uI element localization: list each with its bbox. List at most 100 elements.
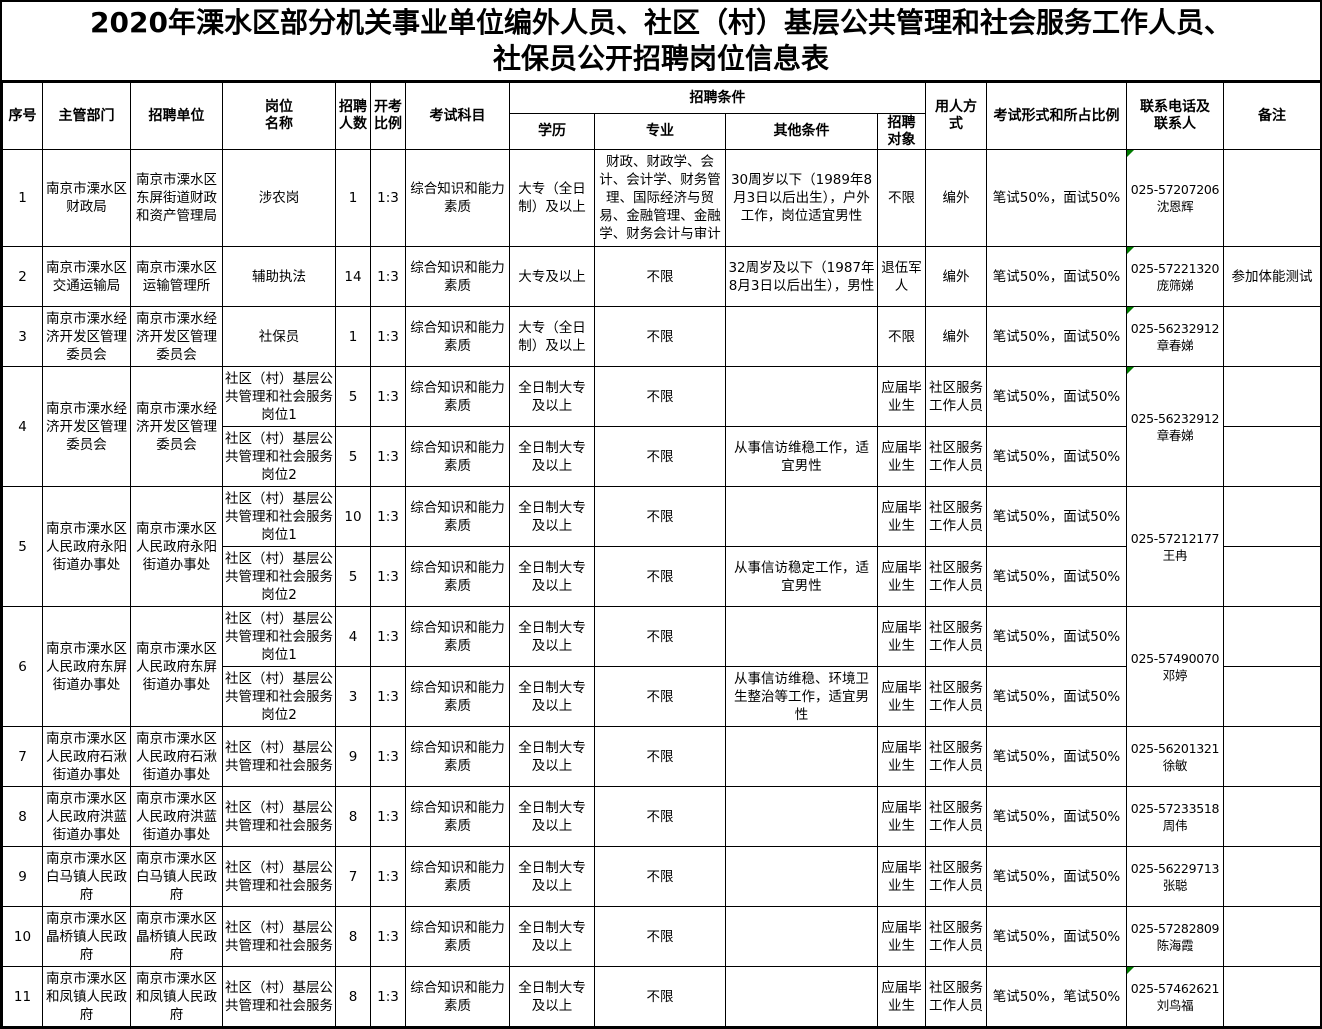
cell-other: 从事信访稳定工作，适宜男性 — [725, 546, 878, 607]
cell-target: 退伍军人 — [877, 246, 926, 307]
cell-seq: 10 — [2, 906, 43, 967]
cell-mode: 社区服务工作人员 — [925, 786, 987, 847]
cell-pos: 社区（村）基层公共管理和社会服务岗位1 — [222, 606, 336, 667]
cell-target: 应届毕业生 — [877, 846, 926, 907]
cell-mode: 社区服务工作人员 — [925, 546, 987, 607]
page-title-line2: 社保员公开招聘岗位信息表 — [492, 42, 829, 75]
cell-mode: 编外 — [925, 306, 987, 367]
cell-subject: 综合知识和能力素质 — [405, 306, 510, 367]
cell-seq: 4 — [2, 366, 43, 487]
table-body: 1 南京市溧水区财政局 南京市溧水区东屏街道财政和资产管理局 涉农岗 1 1:3 综合知识和… — [2, 149, 1320, 1027]
table-row: 2 南京市溧水区交通运输局 南京市溧水区运输管理所 辅助执法 14 1:3 综合知识和能力素… — [2, 246, 1320, 307]
cell-mode: 社区服务工作人员 — [925, 906, 987, 967]
cell-other — [725, 906, 878, 967]
table-row: 3 南京市溧水经济开发区管理委员会 南京市溧水经济开发区管理委员会 社保员 1 1:3 综合… — [2, 306, 1320, 367]
cell-pos: 社区（村）基层公共管理和社会服务 — [222, 786, 336, 847]
cell-contact: 025-57490070 邓婷 — [1126, 606, 1224, 727]
cell-seq: 7 — [2, 726, 43, 787]
col-header-subject: 考试科目 — [405, 82, 510, 150]
table-row: 社区（村）基层公共管理和社会服务岗位2 5 1:3 综合知识和能力素质 全日制大专及以上… — [3, 426, 1320, 487]
cell-ratio: 1:3 — [370, 546, 406, 607]
cell-exam: 笔试50%，面试50% — [986, 726, 1127, 787]
cell-edu: 全日制大专及以上 — [509, 366, 595, 427]
cell-edu: 全日制大专及以上 — [509, 606, 595, 667]
cell-dept: 南京市溧水经济开发区管理委员会 — [42, 366, 131, 487]
table-row: 5 南京市溧水区人民政府永阳街道办事处 南京市溧水区人民政府永阳街道办事处 社区（村）… — [2, 486, 1320, 607]
cell-mode: 社区服务工作人员 — [925, 606, 987, 667]
header-row-top: 序号 主管部门 招聘单位 岗位 名称 招聘 人数 开考 比例 考试科目 招聘条件… — [2, 82, 1320, 150]
cell-seq: 6 — [2, 606, 43, 727]
excel-error-marker-icon — [1127, 307, 1134, 314]
cell-pos: 社区（村）基层公共管理和社会服务 — [222, 906, 336, 967]
cell-contact: 025-57212177 王冉 — [1126, 486, 1224, 607]
cell-mode: 社区服务工作人员 — [925, 666, 987, 727]
cell-contact: 025-56229713 张聪 — [1126, 846, 1224, 907]
cell-pos: 社区（村）基层公共管理和社会服务岗位2 — [222, 666, 336, 727]
cell-other: 从事信访维稳工作，适宜男性 — [725, 426, 878, 487]
cell-num: 5 — [335, 426, 371, 487]
cell-other: 32周岁及以下（1987年8月3日以后出生），男性 — [725, 246, 878, 307]
page-title-line1: 2020年溧水区部分机关事业单位编外人员、社区（村）基层公共管理和社会服务工作人… — [90, 6, 1232, 39]
cell-exam: 笔试50%，面试50% — [986, 846, 1127, 907]
excel-error-marker-icon — [1127, 967, 1134, 974]
col-header-note: 备注 — [1223, 82, 1320, 150]
cell-major: 不限 — [594, 906, 726, 967]
table-row: 社区（村）基层公共管理和社会服务岗位2 5 1:3 综合知识和能力素质 全日制大专及以上… — [3, 546, 1320, 607]
table-row: 4 南京市溧水经济开发区管理委员会 南京市溧水经济开发区管理委员会 社区（村）基层公共… — [2, 366, 1320, 487]
cell-num: 9 — [335, 726, 371, 787]
cell-subject: 综合知识和能力素质 — [405, 426, 510, 487]
cell-target: 应届毕业生 — [877, 606, 926, 667]
cell-subject: 综合知识和能力素质 — [405, 606, 510, 667]
cell-dept: 南京市溧水区人民政府永阳街道办事处 — [42, 486, 131, 607]
col-header-headcount: 招聘 人数 — [335, 82, 371, 150]
cell-dept: 南京市溧水区人民政府东屏街道办事处 — [42, 606, 131, 727]
cell-num: 8 — [335, 906, 371, 967]
cell-num: 4 — [335, 606, 371, 667]
cell-note — [1223, 906, 1320, 967]
cell-target: 应届毕业生 — [877, 546, 926, 607]
cell-exam: 笔试50%，面试50% — [986, 426, 1127, 487]
cell-exam: 笔试50%，面试50% — [986, 246, 1127, 307]
table-row: 7 南京市溧水区人民政府石湫街道办事处 南京市溧水区人民政府石湫街道办事处 社区（村）… — [2, 726, 1320, 787]
cell-seq: 11 — [2, 966, 43, 1027]
cell-unit: 南京市溧水区人民政府洪蓝街道办事处 — [130, 786, 223, 847]
cell-dept: 南京市溧水区和凤镇人民政府 — [42, 966, 131, 1027]
cell-exam: 笔试50%，面试50% — [986, 786, 1127, 847]
cell-pos: 社区（村）基层公共管理和社会服务岗位1 — [222, 366, 336, 427]
cell-ratio: 1:3 — [370, 366, 406, 427]
cell-edu: 全日制大专及以上 — [509, 786, 595, 847]
table-row: 8 南京市溧水区人民政府洪蓝街道办事处 南京市溧水区人民政府洪蓝街道办事处 社区（村）… — [2, 786, 1320, 847]
col-header-education: 学历 — [509, 113, 595, 150]
cell-subject: 综合知识和能力素质 — [405, 846, 510, 907]
col-header-exam-form: 考试形式和所占比例 — [986, 82, 1127, 150]
cell-major: 不限 — [594, 366, 726, 427]
cell-edu: 全日制大专及以上 — [509, 486, 595, 547]
cell-dept: 南京市溧水经济开发区管理委员会 — [42, 306, 131, 367]
cell-target: 应届毕业生 — [877, 666, 926, 727]
cell-num: 5 — [335, 546, 371, 607]
cell-pos: 社区（村）基层公共管理和社会服务岗位1 — [222, 486, 336, 547]
col-header-contact: 联系电话及 联系人 — [1126, 82, 1224, 150]
cell-major: 不限 — [594, 666, 726, 727]
cell-num: 8 — [335, 786, 371, 847]
cell-note: 参加体能测试 — [1223, 246, 1320, 307]
table-row: 11 南京市溧水区和凤镇人民政府 南京市溧水区和凤镇人民政府 社区（村）基层公共管理和… — [2, 966, 1320, 1027]
cell-num: 5 — [335, 366, 371, 427]
cell-ratio: 1:3 — [370, 306, 406, 367]
excel-error-marker-icon — [1127, 150, 1134, 157]
cell-mode: 社区服务工作人员 — [925, 726, 987, 787]
cell-subject: 综合知识和能力素质 — [405, 246, 510, 307]
cell-edu: 大专（全日制）及以上 — [509, 149, 595, 247]
cell-edu: 大专（全日制）及以上 — [509, 306, 595, 367]
recruitment-table: 序号 主管部门 招聘单位 岗位 名称 招聘 人数 开考 比例 考试科目 招聘条件… — [2, 82, 1320, 1027]
cell-exam: 笔试50%，面试50% — [986, 606, 1127, 667]
table-row: 社区（村）基层公共管理和社会服务岗位2 3 1:3 综合知识和能力素质 全日制大专及以上… — [3, 666, 1320, 727]
cell-subject: 综合知识和能力素质 — [405, 966, 510, 1027]
cell-major: 不限 — [594, 426, 726, 487]
cell-other — [725, 786, 878, 847]
cell-pos: 社区（村）基层公共管理和社会服务岗位2 — [222, 426, 336, 487]
cell-mode: 社区服务工作人员 — [925, 966, 987, 1027]
cell-ratio: 1:3 — [370, 149, 406, 247]
cell-edu: 全日制大专及以上 — [509, 426, 595, 487]
cell-note — [1223, 966, 1320, 1027]
